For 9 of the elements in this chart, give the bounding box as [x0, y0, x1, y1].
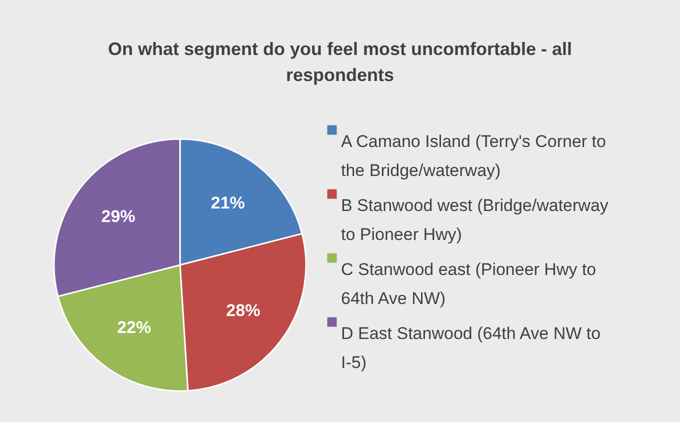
legend-label: B Stanwood west (Bridge/waterway to Pioneer Hwy) [341, 196, 609, 244]
data-label: 21% [210, 193, 245, 212]
chart-title: On what segment do you feel most uncomfortable - all respondents [108, 39, 572, 85]
data-label: 29% [101, 207, 136, 226]
data-label: 28% [226, 300, 260, 320]
legend-label: D East Stanwood (64th Ave NW to I-5) [341, 324, 601, 372]
legend-label: C Stanwood east (Pioneer Hwy to 64th Ave NW) [341, 260, 596, 308]
data-label: 22% [117, 318, 152, 338]
legend-label: A Camano Island (Terry's Corner to the Bridge/waterway) [341, 132, 606, 180]
